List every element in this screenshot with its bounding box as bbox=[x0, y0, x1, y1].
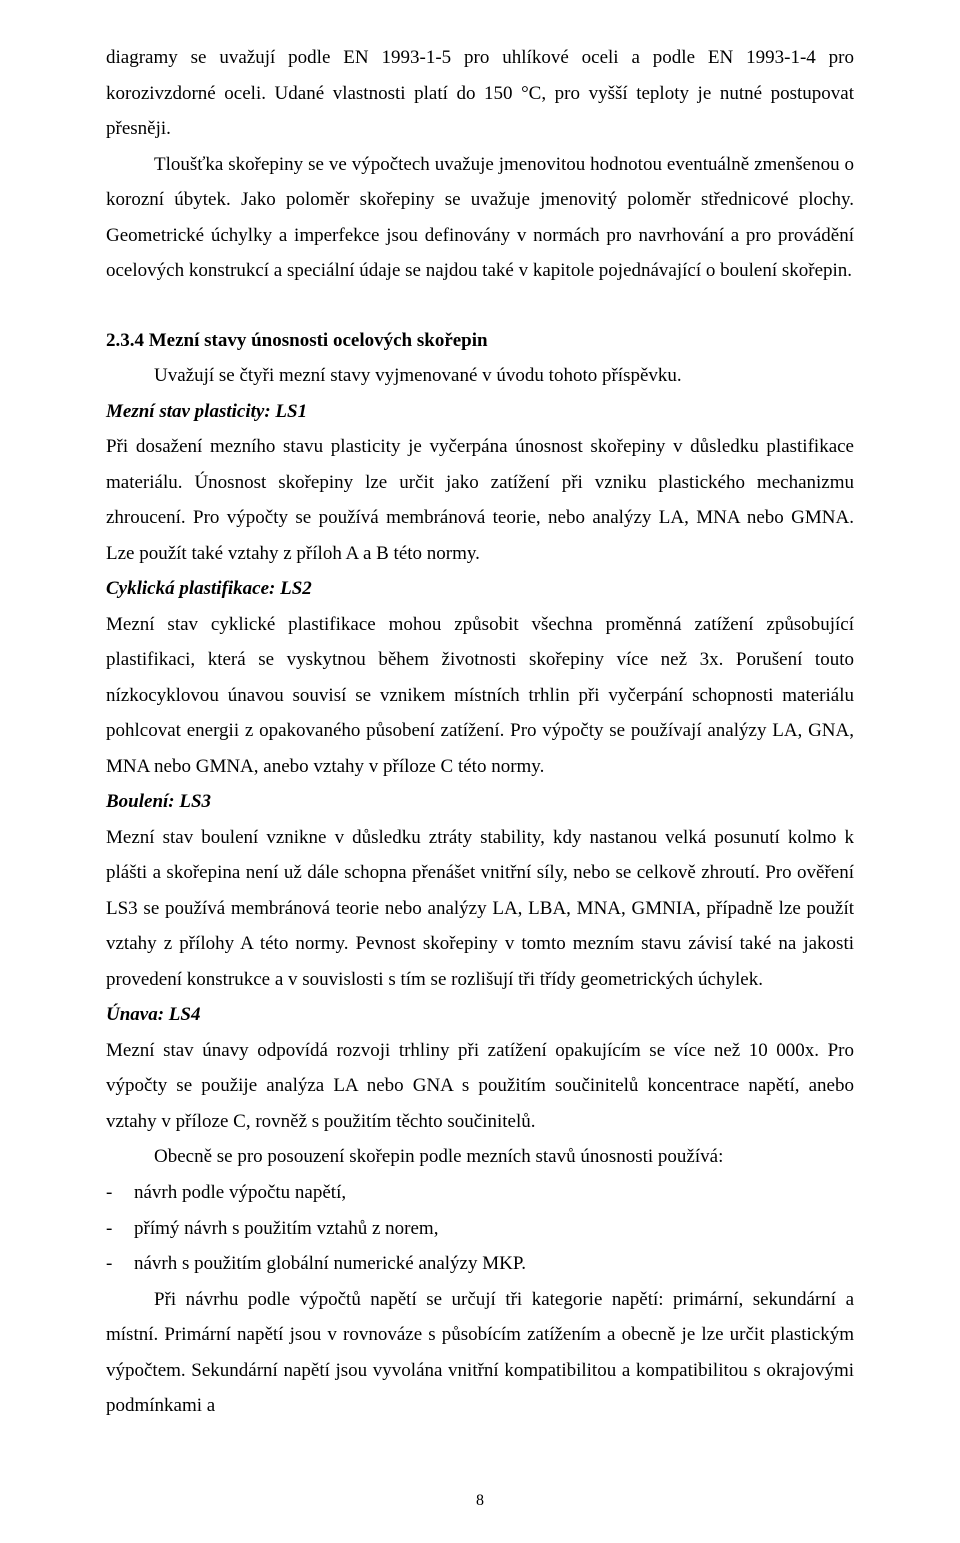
ls1-label: Mezní stav plasticity: LS1 bbox=[106, 401, 307, 422]
page-number: 8 bbox=[106, 1492, 854, 1510]
ls3-block: Boulení: LS3 Mezní stav boulení vznikne … bbox=[106, 784, 854, 997]
ls4-body: Mezní stav únavy odpovídá rozvoji trhlin… bbox=[106, 1040, 854, 1132]
section-heading: 2.3.4 Mezní stavy únosnosti ocelových sk… bbox=[106, 323, 854, 359]
list-item: návrh s použitím globální numerické anal… bbox=[106, 1246, 854, 1282]
list-item: návrh podle výpočtu napětí, bbox=[106, 1175, 854, 1211]
bullet-list: návrh podle výpočtu napětí, přímý návrh … bbox=[106, 1175, 854, 1282]
ls3-body: Mezní stav boulení vznikne v důsledku zt… bbox=[106, 827, 854, 990]
ls4-block: Únava: LS4 Mezní stav únavy odpovídá roz… bbox=[106, 997, 854, 1139]
paragraph: diagramy se uvažují podle EN 1993-1-5 pr… bbox=[106, 40, 854, 147]
paragraph: Při návrhu podle výpočtů napětí se určuj… bbox=[106, 1282, 854, 1424]
list-item: přímý návrh s použitím vztahů z norem, bbox=[106, 1211, 854, 1247]
spacer bbox=[106, 289, 854, 323]
paragraph: Obecně se pro posouzení skořepin podle m… bbox=[106, 1139, 854, 1175]
paragraph: Tloušťka skořepiny se ve výpočtech uvažu… bbox=[106, 147, 854, 289]
ls1-body: Při dosažení mezního stavu plasticity je… bbox=[106, 436, 854, 564]
ls1-block: Mezní stav plasticity: LS1 Při dosažení … bbox=[106, 394, 854, 572]
ls3-label: Boulení: LS3 bbox=[106, 791, 211, 812]
ls2-block: Cyklická plastifikace: LS2 Mezní stav cy… bbox=[106, 571, 854, 784]
ls2-label: Cyklická plastifikace: LS2 bbox=[106, 578, 312, 599]
ls2-body: Mezní stav cyklické plastifikace mohou z… bbox=[106, 614, 854, 777]
paragraph: Uvažují se čtyři mezní stavy vyjmenované… bbox=[106, 358, 854, 394]
ls4-label: Únava: LS4 bbox=[106, 1004, 200, 1025]
